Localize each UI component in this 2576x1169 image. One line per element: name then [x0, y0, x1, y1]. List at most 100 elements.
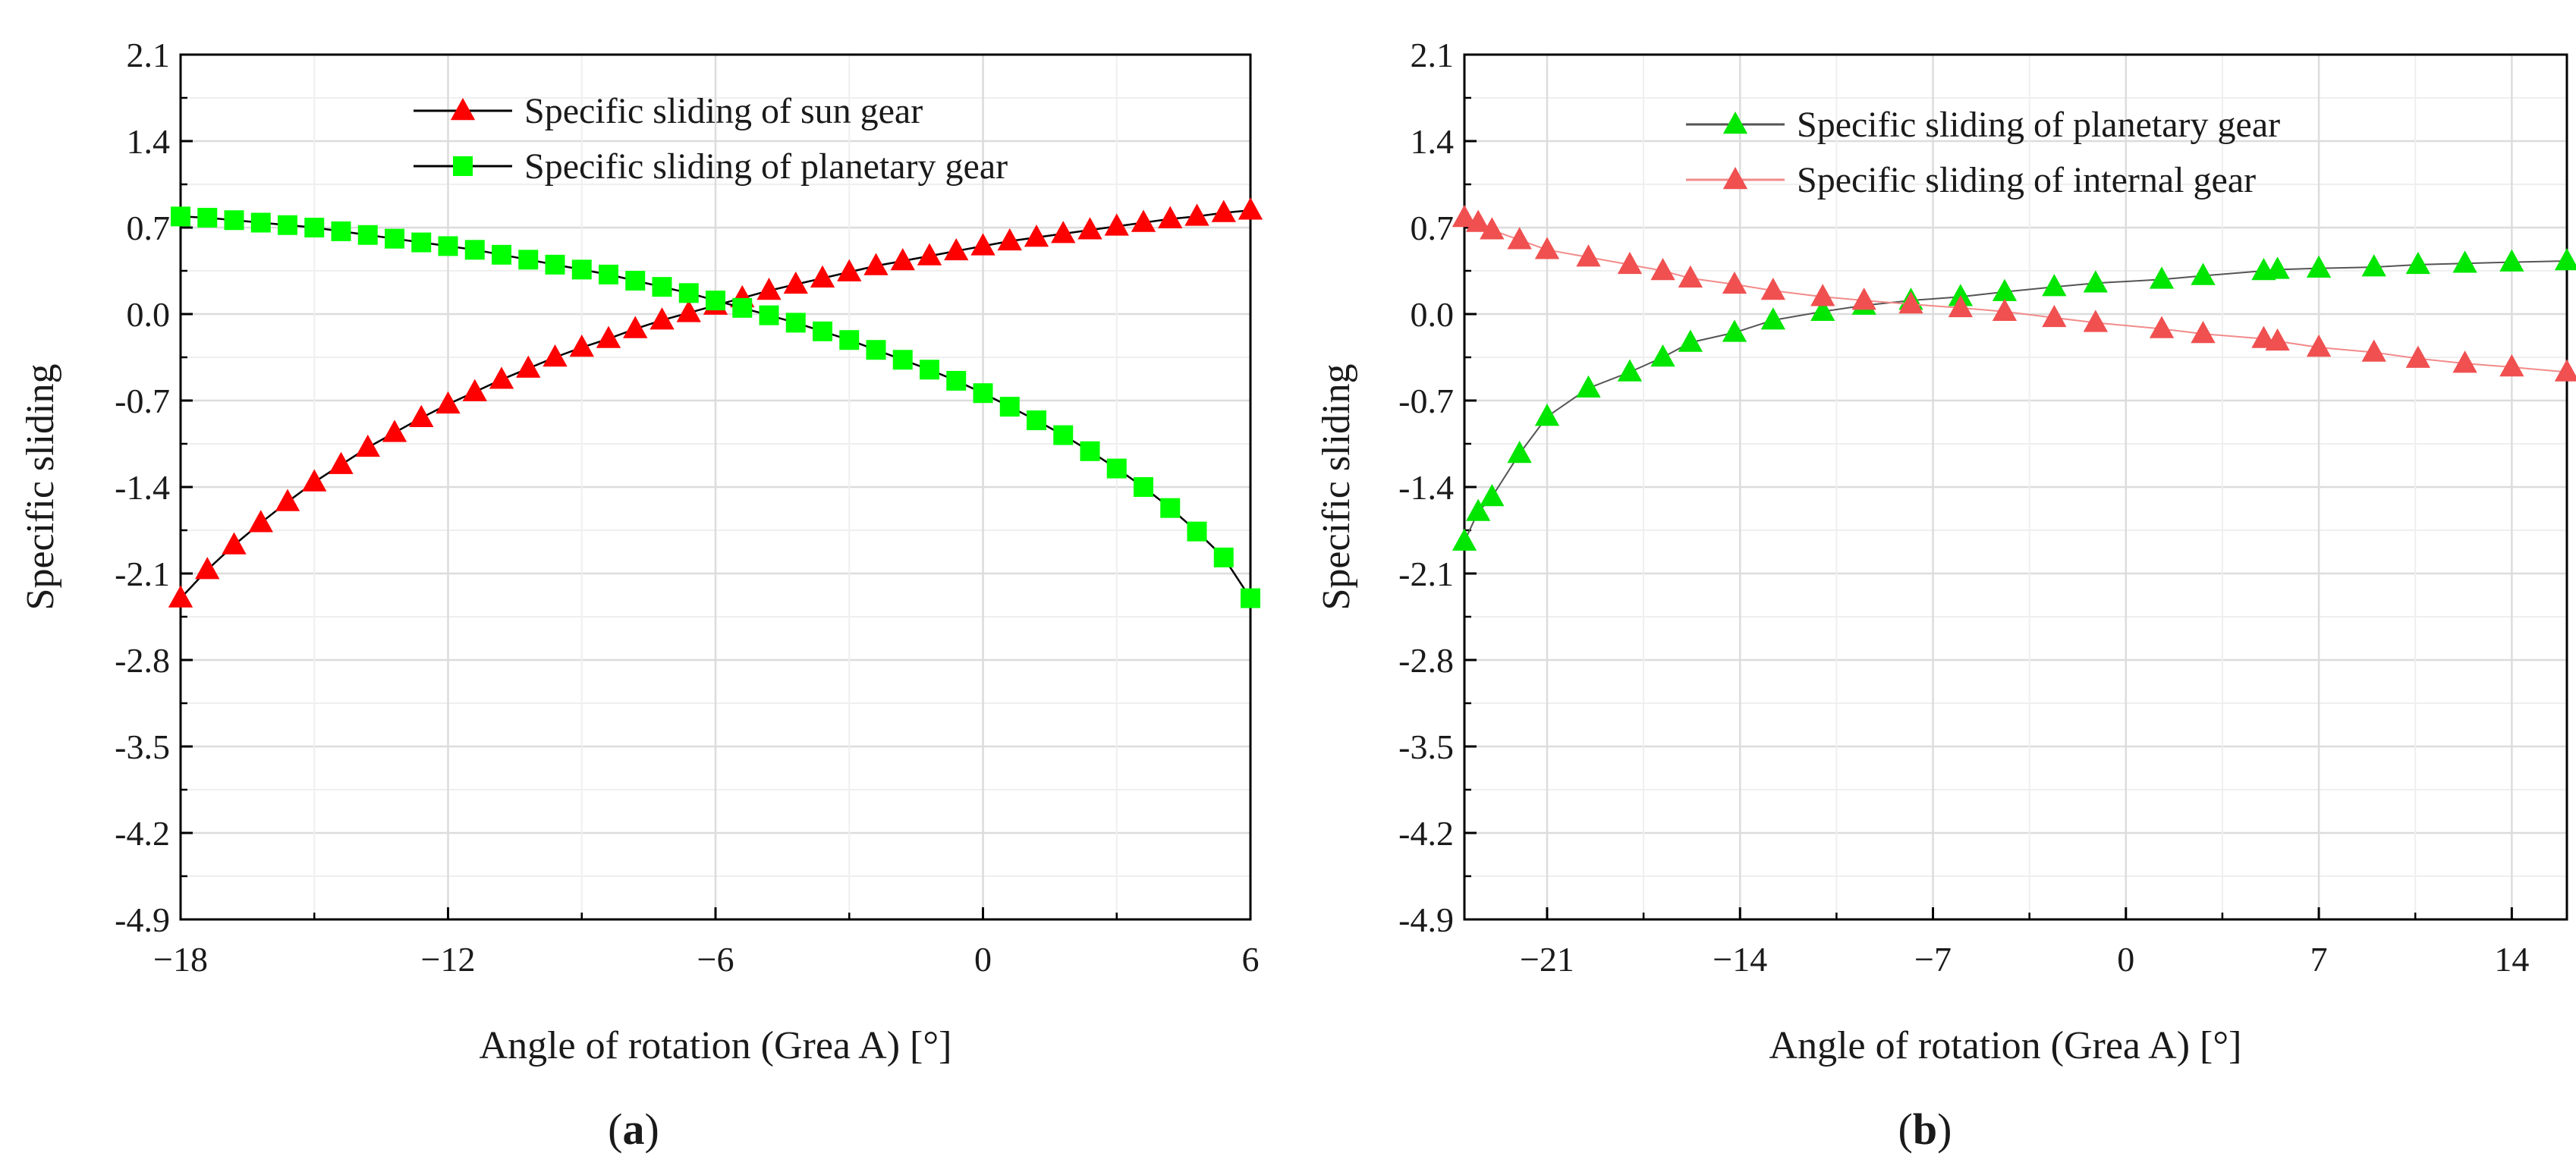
- data-point: [2149, 316, 2175, 338]
- data-point: [890, 247, 915, 271]
- legend-label: Specific sliding of internal gear: [1797, 160, 2256, 200]
- data-point: [543, 344, 568, 367]
- data-point: [1080, 441, 1100, 461]
- data-point: [599, 264, 618, 284]
- data-point: [436, 391, 461, 414]
- data-point: [569, 334, 594, 357]
- data-point: [489, 366, 514, 389]
- data-point: [1992, 278, 2018, 301]
- data-point: [1024, 225, 1049, 247]
- data-point: [571, 259, 592, 280]
- data-point: [250, 212, 271, 233]
- data-point: [2306, 255, 2332, 278]
- series-1: [171, 206, 1260, 608]
- y-tick-label: -0.7: [115, 382, 170, 420]
- x-tick-label: −21: [1520, 940, 1574, 979]
- y-tick-label: 2.1: [127, 36, 171, 74]
- data-point: [1158, 206, 1183, 228]
- data-point: [331, 221, 351, 241]
- data-point: [197, 207, 218, 228]
- series-line: [1464, 217, 2568, 373]
- y-tick-label: 1.4: [1411, 122, 1455, 161]
- y-tick-label: -3.5: [115, 727, 170, 766]
- y-tick-label: -4.9: [115, 900, 170, 939]
- data-point: [2042, 274, 2067, 297]
- data-point: [1650, 344, 1675, 367]
- data-point: [1241, 588, 1260, 608]
- x-axis-title: Angle of rotation (Grea A) [°]: [480, 1024, 952, 1067]
- data-point: [2499, 249, 2524, 272]
- x-tick-label: 6: [1242, 940, 1260, 979]
- legend-marker: [1722, 112, 1748, 134]
- panel-label: (a): [608, 1105, 659, 1154]
- data-point: [2405, 251, 2430, 275]
- x-tick-label: −7: [1914, 940, 1952, 979]
- y-tick-label: -4.9: [1398, 900, 1454, 939]
- data-point: [2361, 339, 2386, 362]
- data-point: [2083, 270, 2108, 293]
- data-point: [224, 210, 244, 231]
- data-point: [1760, 307, 1785, 330]
- data-point: [222, 532, 247, 555]
- x-tick-label: 0: [2117, 940, 2134, 979]
- data-point: [1211, 200, 1236, 222]
- data-point: [275, 489, 300, 511]
- legend-marker: [453, 156, 473, 176]
- x-tick-label: 0: [974, 940, 992, 979]
- y-tick-label: 0.7: [1411, 209, 1455, 247]
- data-point: [2499, 354, 2524, 377]
- data-point: [650, 307, 675, 330]
- data-point: [1650, 258, 1675, 281]
- y-tick-label: 2.1: [1411, 36, 1455, 74]
- y-tick-label: -1.4: [115, 468, 170, 507]
- data-point: [1948, 294, 1973, 318]
- data-point: [382, 420, 407, 442]
- data-point: [863, 253, 889, 275]
- data-point: [195, 557, 220, 580]
- data-point: [385, 228, 404, 249]
- data-point: [2554, 359, 2576, 382]
- x-tick-label: −14: [1713, 940, 1767, 979]
- x-tick-label: −12: [421, 940, 476, 979]
- data-point: [2042, 304, 2067, 328]
- series-1: [1452, 204, 2576, 382]
- data-point: [1466, 498, 1491, 521]
- data-point: [810, 265, 835, 288]
- data-point: [652, 277, 672, 297]
- data-point: [944, 237, 969, 261]
- data-point: [1507, 227, 1532, 250]
- data-point: [1134, 477, 1153, 497]
- y-axis-title: Specific sliding: [1315, 364, 1358, 611]
- series-line: [1464, 260, 2568, 542]
- data-point: [2083, 310, 2108, 332]
- data-point: [518, 250, 539, 270]
- data-point: [997, 228, 1022, 251]
- data-point: [866, 340, 886, 360]
- legend-marker: [1722, 167, 1748, 190]
- data-point: [1576, 244, 1601, 267]
- y-tick-label: -3.5: [1398, 727, 1454, 766]
- data-point: [1160, 498, 1181, 518]
- data-point: [785, 313, 806, 333]
- legend-label: Specific sliding of planetary gear: [524, 146, 1008, 187]
- data-point: [278, 215, 297, 235]
- data-point: [168, 585, 193, 608]
- data-point: [2554, 247, 2576, 271]
- data-point: [837, 259, 862, 281]
- data-point: [2405, 345, 2430, 368]
- chart-panel-a: 2.1 1.4 0.7 0.0 -0.7 -1.4 -2.1 -2.8 -3.5 -4.2 -4.9…: [19, 36, 1263, 1154]
- data-point: [1104, 213, 1129, 236]
- data-point: [1760, 278, 1785, 300]
- y-tick-label: 0.0: [127, 295, 171, 334]
- data-point: [892, 350, 913, 370]
- data-point: [2265, 256, 2290, 279]
- data-point: [304, 218, 325, 237]
- data-point: [920, 360, 939, 380]
- y-tick-label: 1.4: [127, 122, 171, 161]
- x-tick-label: −18: [153, 940, 208, 979]
- data-point: [756, 278, 782, 300]
- data-point: [1213, 547, 1234, 567]
- data-point: [973, 383, 993, 404]
- data-point: [676, 300, 701, 322]
